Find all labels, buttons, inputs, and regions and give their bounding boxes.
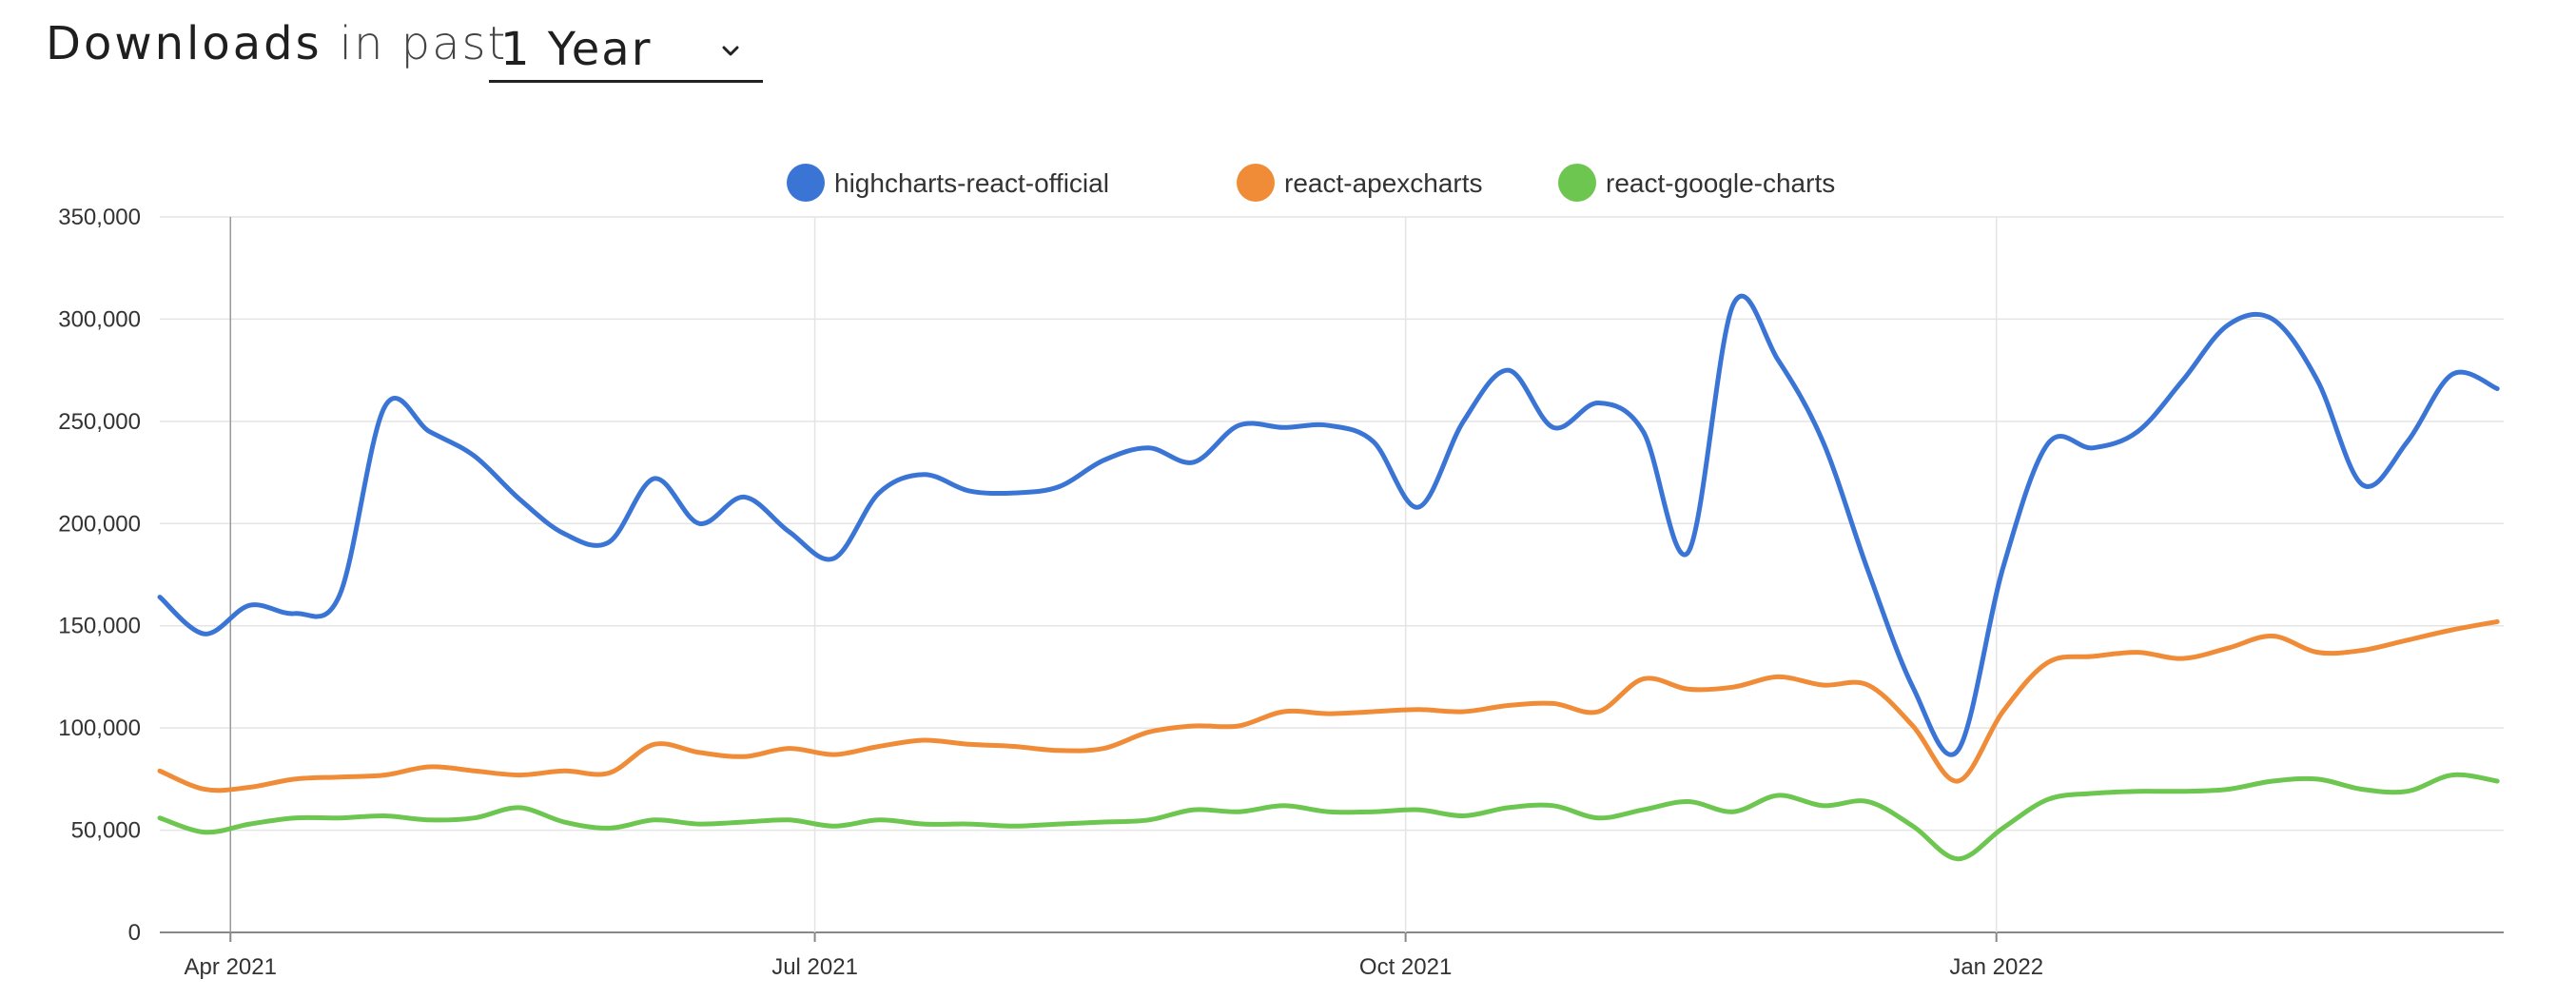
series-line-react-google-charts [157, 772, 2500, 862]
x-tick-label: Jul 2021 [771, 954, 858, 980]
legend-label: react-google-charts [1606, 168, 1835, 198]
y-tick-label: 150,000 [58, 614, 141, 639]
y-tick-label: 100,000 [58, 715, 141, 741]
period-select[interactable]: 1 Year [489, 21, 763, 83]
x-tick-label: Oct 2021 [1359, 954, 1452, 980]
legend-label: highcharts-react-official [834, 168, 1109, 198]
x-tick-label: Apr 2021 [185, 954, 277, 980]
chevron-down-icon [722, 46, 739, 56]
legend-swatch [1558, 164, 1596, 202]
series-line-react-apexcharts [157, 618, 2500, 793]
y-tick-label: 350,000 [58, 205, 141, 230]
y-tick-label: 200,000 [58, 511, 141, 537]
page-subtitle: in past [339, 17, 508, 70]
legend-item-react-google-charts[interactable]: react-google-charts [1558, 164, 1835, 202]
y-tick-label: 300,000 [58, 306, 141, 332]
period-select-value: 1 Year [500, 23, 653, 76]
series-line-highcharts-react-official [157, 293, 2500, 757]
legend-item-highcharts-react-official[interactable]: highcharts-react-official [787, 164, 1109, 202]
y-tick-label: 0 [128, 920, 141, 946]
legend-label: react-apexcharts [1284, 168, 1483, 198]
page-title: Downloads [46, 17, 322, 70]
y-tick-label: 50,000 [71, 818, 141, 844]
legend-item-react-apexcharts[interactable]: react-apexcharts [1237, 164, 1483, 202]
legend-swatch [1237, 164, 1275, 202]
x-tick-label: Jan 2022 [1949, 954, 2043, 980]
downloads-heading: Downloads in past [46, 17, 507, 86]
legend-swatch [787, 164, 825, 202]
y-tick-label: 250,000 [58, 409, 141, 435]
